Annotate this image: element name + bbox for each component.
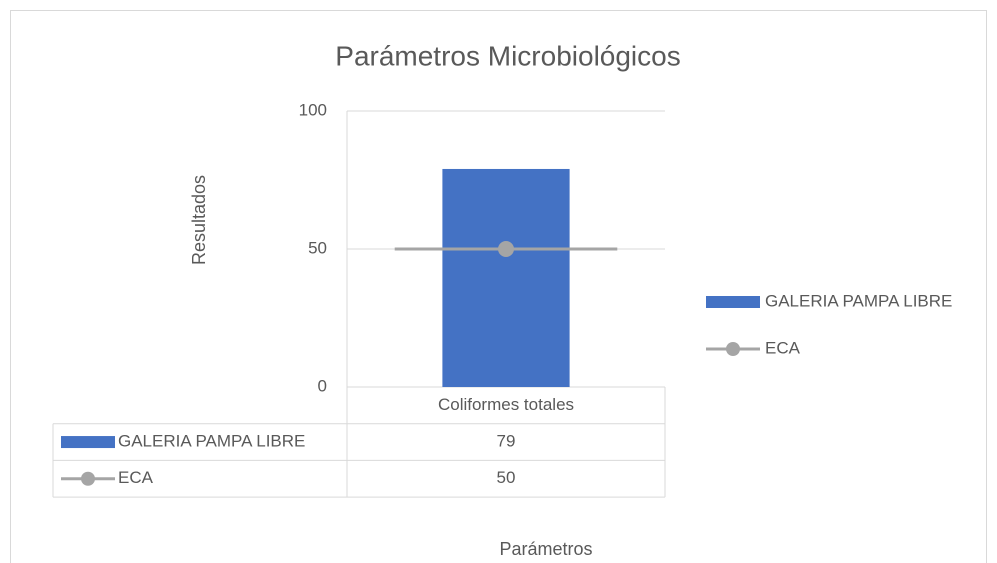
x-tick-label: Coliformes totales	[438, 395, 574, 414]
x-axis-label: Parámetros	[499, 539, 592, 559]
table-series-name: ECA	[118, 468, 154, 487]
bar	[442, 168, 570, 387]
table-legend-marker	[81, 471, 95, 486]
legend-label: ECA	[765, 338, 801, 357]
table-value: 79	[497, 432, 516, 451]
legend-marker	[726, 342, 740, 356]
table-legend-swatch	[61, 436, 115, 449]
line-marker	[498, 241, 514, 257]
table-value: 50	[497, 468, 516, 487]
legend-swatch	[706, 296, 760, 308]
y-tick-label: 0	[318, 376, 327, 395]
chart-title: Parámetros Microbiológicos	[335, 40, 680, 71]
legend-label: GALERIA PAMPA LIBRE	[765, 291, 952, 310]
y-axis-label: Resultados	[189, 175, 209, 265]
y-tick-label: 50	[308, 238, 327, 257]
table-series-name: GALERIA PAMPA LIBRE	[118, 432, 305, 451]
y-tick-label: 100	[299, 100, 327, 119]
